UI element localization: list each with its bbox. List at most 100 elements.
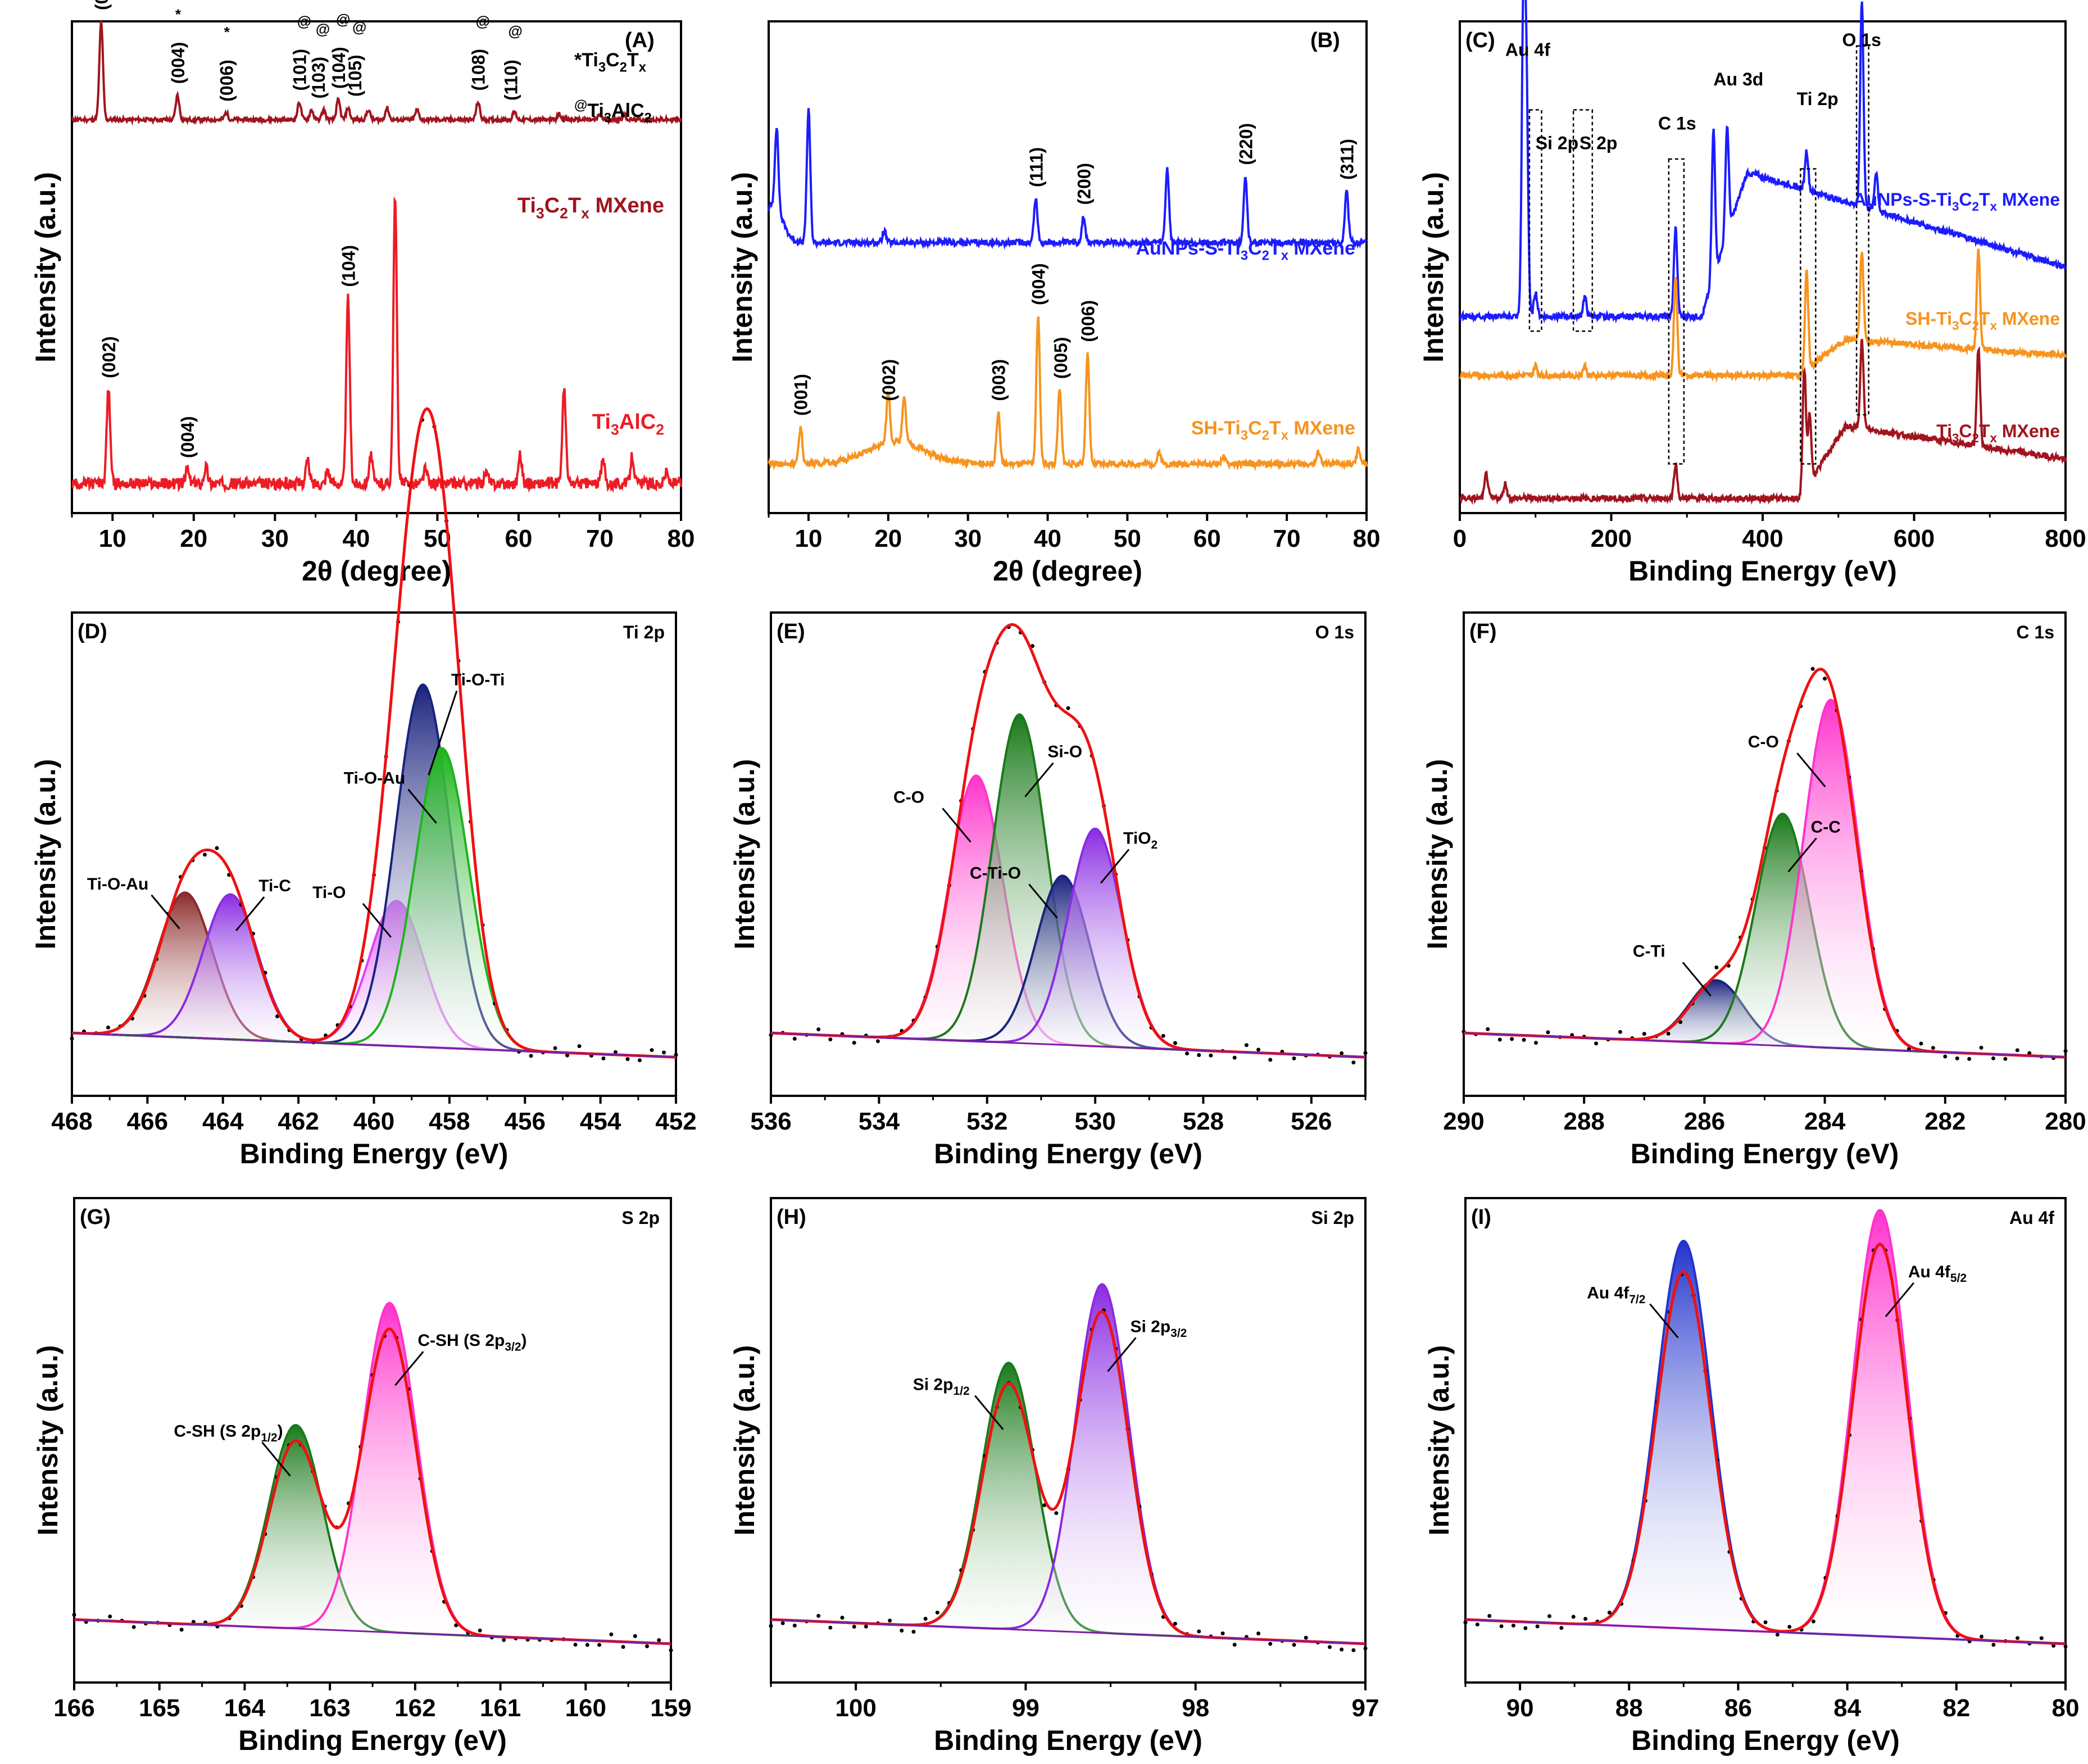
data-point <box>1268 1641 1273 1646</box>
x-tick-label: 82 <box>1942 1694 1970 1722</box>
x-tick-label: 462 <box>278 1108 319 1135</box>
x-tick-label: 452 <box>655 1108 696 1135</box>
x-tick-label: 97 <box>1352 1694 1379 1722</box>
data-point <box>1173 1621 1177 1626</box>
data-point <box>573 1643 578 1647</box>
data-point <box>1031 644 1035 649</box>
series-line <box>71 21 682 126</box>
x-tick-label: 456 <box>505 1108 546 1135</box>
panel-label: (C) <box>1465 29 1495 52</box>
data-point <box>1571 1615 1576 1619</box>
x-tick-label: 400 <box>1742 525 1783 552</box>
baseline <box>770 1032 1366 1058</box>
x-tick-label: 282 <box>1924 1108 1966 1135</box>
data-point <box>1511 1624 1515 1628</box>
x-tick-label: 30 <box>954 525 982 552</box>
x-tick-label: 10 <box>99 525 126 552</box>
data-point <box>1775 1633 1780 1637</box>
data-point <box>1919 1041 1923 1046</box>
annotation-arrow <box>1028 883 1058 919</box>
envelope-line <box>1465 1242 2066 1645</box>
component-fill <box>1465 1241 2066 1644</box>
component-label: C-SH (S 2p3/2) <box>417 1331 526 1353</box>
data-point <box>840 1616 845 1620</box>
data-point <box>1714 965 1719 970</box>
component-label: C-SH (S 2p1/2) <box>174 1422 283 1444</box>
peak-label: (002) <box>99 336 119 378</box>
region-label: Au 4f <box>1505 39 1550 60</box>
element-label: Au 4f <box>2009 1208 2054 1228</box>
data-point <box>72 1612 76 1617</box>
x-tick-label: 536 <box>750 1108 791 1135</box>
peak-label: (004) <box>1029 263 1049 305</box>
peak-label: (002) <box>879 359 899 401</box>
axes-frame <box>1464 1197 2067 1684</box>
data-point <box>1232 1055 1237 1060</box>
annotation-arrow <box>1024 762 1054 797</box>
region-label: Si 2p <box>1536 133 1578 153</box>
data-point <box>1979 1045 1983 1050</box>
series-line <box>1459 0 2067 324</box>
data-point <box>888 1618 892 1623</box>
x-axis-label: Binding Energy (eV) <box>1628 555 1897 587</box>
component-fill <box>72 684 676 1058</box>
peak-marker: @ <box>336 11 350 28</box>
annotation-arrow <box>974 1395 1004 1430</box>
data-point <box>1618 1030 1622 1034</box>
x-tick-label: 60 <box>505 525 532 552</box>
data-point <box>1220 1631 1225 1636</box>
peak-label: (101) <box>290 49 310 91</box>
y-axis-label: Intensity (a.u.) <box>30 759 61 950</box>
peak-marker: @ <box>508 22 522 39</box>
baseline <box>1463 1032 2066 1058</box>
data-point <box>1967 1056 1972 1061</box>
peak-label: (110) <box>501 60 521 101</box>
component-fill <box>1464 814 2066 1058</box>
data-point <box>1559 1626 1564 1630</box>
peak-marker: @ <box>316 21 330 38</box>
peak-label: (003) <box>989 359 1009 401</box>
data-point <box>1351 1060 1356 1065</box>
data-point <box>597 1643 602 1647</box>
region-label: C 1s <box>1658 114 1696 134</box>
component-label: Ti-O-Ti <box>451 670 505 689</box>
element-label: C 1s <box>2016 622 2054 642</box>
series-line <box>1459 248 2067 383</box>
baseline <box>1465 1618 2066 1645</box>
region-label: Ti 2p <box>1797 89 1839 109</box>
data-point <box>769 1624 773 1628</box>
x-tick-label: 86 <box>1724 1694 1752 1722</box>
data-point <box>1678 1020 1683 1024</box>
data-point <box>1054 1511 1059 1516</box>
component-fill <box>74 1303 671 1644</box>
series-label: Ti3C2Tx MXene <box>518 194 664 222</box>
data-point <box>875 1039 880 1044</box>
component-label: C-O <box>893 788 924 806</box>
component-label: Si-O <box>1047 743 1082 761</box>
series-label: SH-Ti3C2Tx MXene <box>1191 418 1355 443</box>
x-tick-label: 164 <box>224 1694 266 1722</box>
x-tick-label: 70 <box>1273 525 1301 552</box>
data-point <box>1256 1631 1261 1636</box>
data-point <box>1463 1620 1468 1625</box>
x-tick-label: 162 <box>394 1694 435 1722</box>
panel-label: (H) <box>777 1205 806 1229</box>
x-tick-label: 532 <box>966 1108 1007 1135</box>
x-tick-label: 88 <box>1615 1694 1643 1722</box>
panel-label: (G) <box>80 1205 111 1229</box>
series-line <box>768 108 1368 250</box>
data-point <box>1340 1647 1344 1652</box>
x-axis-label: 2θ (degree) <box>302 555 451 587</box>
panel-label: (E) <box>777 620 805 643</box>
data-point <box>1787 1625 1792 1629</box>
data-point <box>1991 1056 1995 1060</box>
region-box <box>1572 109 1594 332</box>
data-point <box>2016 1636 2020 1640</box>
x-tick-label: 166 <box>53 1694 94 1722</box>
data-point <box>1522 1038 1526 1042</box>
data-point <box>816 1613 821 1618</box>
data-point <box>828 1625 833 1630</box>
component-fill <box>771 1284 1365 1644</box>
panel-f: 290 288 286 284 282 280 Binding Energy (eV) Int… <box>1422 611 2086 1169</box>
peak-label: (004) <box>178 416 198 458</box>
